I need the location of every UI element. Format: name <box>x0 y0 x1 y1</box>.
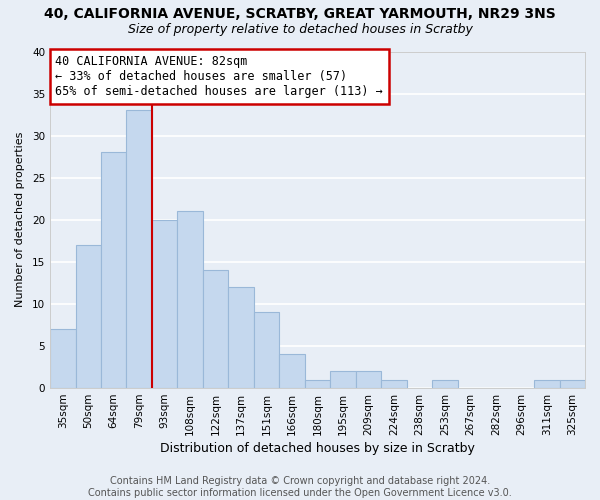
Bar <box>178 212 203 388</box>
Text: Size of property relative to detached houses in Scratby: Size of property relative to detached ho… <box>128 22 472 36</box>
Bar <box>330 371 356 388</box>
Bar <box>356 371 381 388</box>
Bar <box>305 380 330 388</box>
Bar <box>280 354 305 388</box>
Bar <box>101 152 127 388</box>
Bar <box>534 380 560 388</box>
Bar <box>254 312 280 388</box>
Text: Contains HM Land Registry data © Crown copyright and database right 2024.
Contai: Contains HM Land Registry data © Crown c… <box>88 476 512 498</box>
Bar <box>432 380 458 388</box>
Bar <box>381 380 407 388</box>
Bar <box>152 220 178 388</box>
Text: 40 CALIFORNIA AVENUE: 82sqm
← 33% of detached houses are smaller (57)
65% of sem: 40 CALIFORNIA AVENUE: 82sqm ← 33% of det… <box>55 55 383 98</box>
Bar <box>76 245 101 388</box>
Bar <box>203 270 229 388</box>
Bar <box>560 380 585 388</box>
Bar <box>229 287 254 388</box>
Text: 40, CALIFORNIA AVENUE, SCRATBY, GREAT YARMOUTH, NR29 3NS: 40, CALIFORNIA AVENUE, SCRATBY, GREAT YA… <box>44 8 556 22</box>
X-axis label: Distribution of detached houses by size in Scratby: Distribution of detached houses by size … <box>160 442 475 455</box>
Bar <box>50 329 76 388</box>
Bar <box>127 110 152 388</box>
Y-axis label: Number of detached properties: Number of detached properties <box>15 132 25 308</box>
